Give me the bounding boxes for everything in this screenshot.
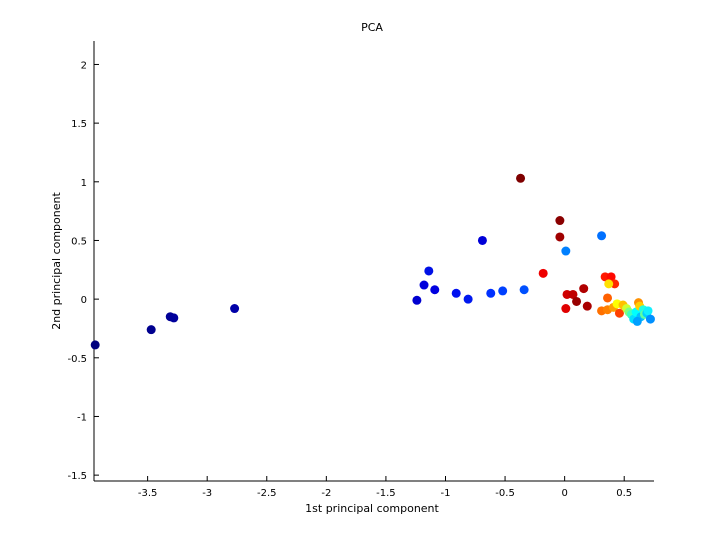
data-point [463, 294, 473, 304]
data-point [424, 266, 434, 276]
x-ticks: -3.5 -3 -2.5 -2 -1.5 -1 -0.5 0 0.5 [138, 476, 632, 499]
data-point [582, 301, 592, 311]
y-tick-label: 2 [81, 60, 87, 71]
x-tick-label: -1.5 [376, 488, 396, 499]
y-tick-label: 0.5 [71, 236, 87, 247]
data-point [555, 232, 565, 242]
data-point [572, 296, 582, 306]
data-point [519, 285, 529, 295]
y-tick-label: -0.5 [67, 354, 87, 365]
data-point [645, 314, 655, 324]
scatter-points [90, 173, 655, 350]
y-tick-label: 1.5 [71, 119, 87, 130]
data-point [430, 285, 440, 295]
data-point [561, 246, 571, 256]
data-point [555, 216, 565, 226]
x-axis-label: 1st principal component [305, 502, 439, 515]
x-tick-label: -3 [202, 488, 212, 499]
data-point [561, 304, 571, 314]
x-tick-label: -3.5 [138, 488, 158, 499]
y-tick-label: -1.5 [67, 471, 87, 482]
y-tick-label: 1 [81, 178, 87, 189]
data-point [604, 279, 614, 289]
data-point [603, 293, 613, 303]
data-point [606, 272, 616, 282]
y-tick-label: -1 [77, 412, 87, 423]
chart-title: PCA [361, 21, 383, 34]
data-point [498, 286, 508, 296]
data-point [412, 295, 422, 305]
data-point [419, 280, 429, 290]
data-point [632, 316, 642, 326]
data-point [477, 235, 487, 245]
x-tick-label: 0.5 [616, 488, 632, 499]
y-tick-label: 0 [81, 295, 87, 306]
data-point [90, 340, 100, 350]
data-point [568, 289, 578, 299]
x-tick-label: -1 [440, 488, 450, 499]
data-point [579, 284, 589, 294]
x-tick-label: -2 [321, 488, 331, 499]
data-point [538, 268, 548, 278]
data-point [451, 288, 461, 298]
data-point [614, 308, 624, 318]
data-point [169, 313, 179, 323]
x-tick-label: -0.5 [495, 488, 515, 499]
x-tick-label: 0 [561, 488, 567, 499]
data-point [486, 288, 496, 298]
data-point [597, 231, 607, 241]
y-axis-label: 2nd principal component [50, 192, 63, 330]
data-point [230, 304, 240, 314]
data-point [146, 325, 156, 335]
y-ticks: -1.5 -1 -0.5 0 0.5 1 1.5 2 [67, 60, 99, 482]
data-point [516, 173, 526, 183]
x-tick-label: -2.5 [257, 488, 277, 499]
data-point [643, 306, 653, 316]
